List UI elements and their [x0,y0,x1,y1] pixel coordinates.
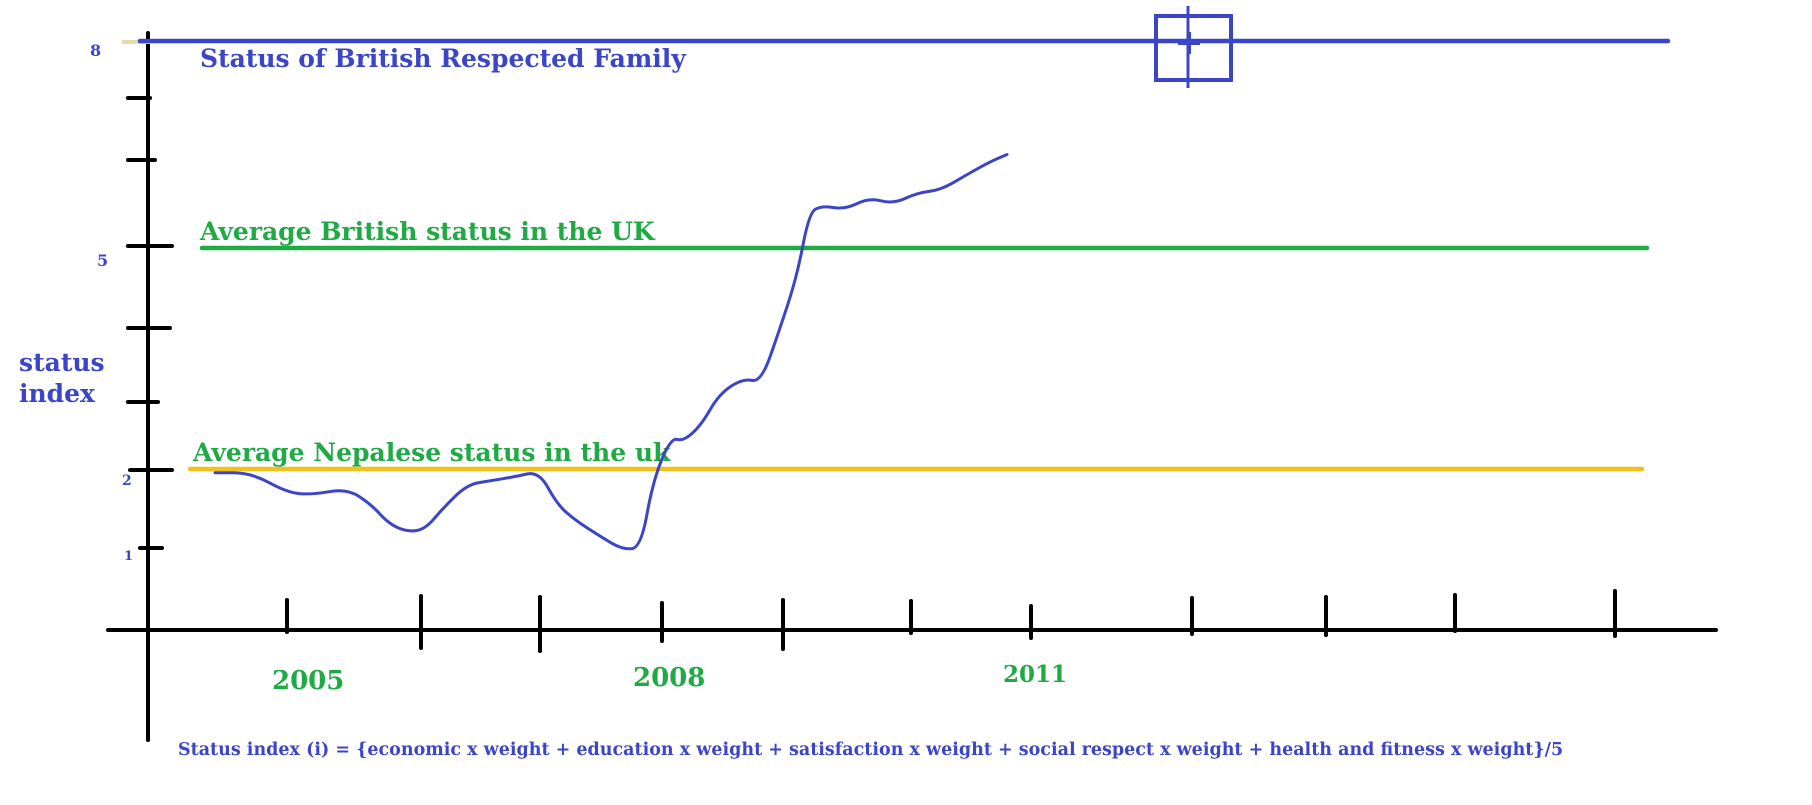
expand-icon[interactable] [1154,6,1233,88]
expand-box-frame [1154,14,1233,82]
reference-lines: Status of British Respected Family Averag… [137,38,1671,472]
reference-label-1: Average British status in the UK [199,217,656,246]
y-tick-label-8: 8 [90,41,101,60]
y-tick-label-2: 2 [122,473,132,489]
y-axis-label-line2: index [19,379,96,408]
y-axis-label-line1: status [19,348,105,377]
y-tick-label-1: 1 [124,549,133,564]
formula-caption: Status index (i) = {economic x weight + … [178,740,1563,760]
axes: 8 5 2 1 2005 2008 2011 [90,31,1718,742]
y-tick-label-5: 5 [97,251,108,270]
reference-label-2: Average Nepalese status in the uk [192,438,671,467]
series-line-0 [213,153,1009,551]
reference-label-0: Status of British Respected Family [200,44,687,73]
series-layer [213,153,1009,551]
x-tick-label-2005: 2005 [272,666,344,696]
x-tick-label-2011: 2011 [1003,661,1067,688]
x-tick-label-2008: 2008 [633,663,705,693]
